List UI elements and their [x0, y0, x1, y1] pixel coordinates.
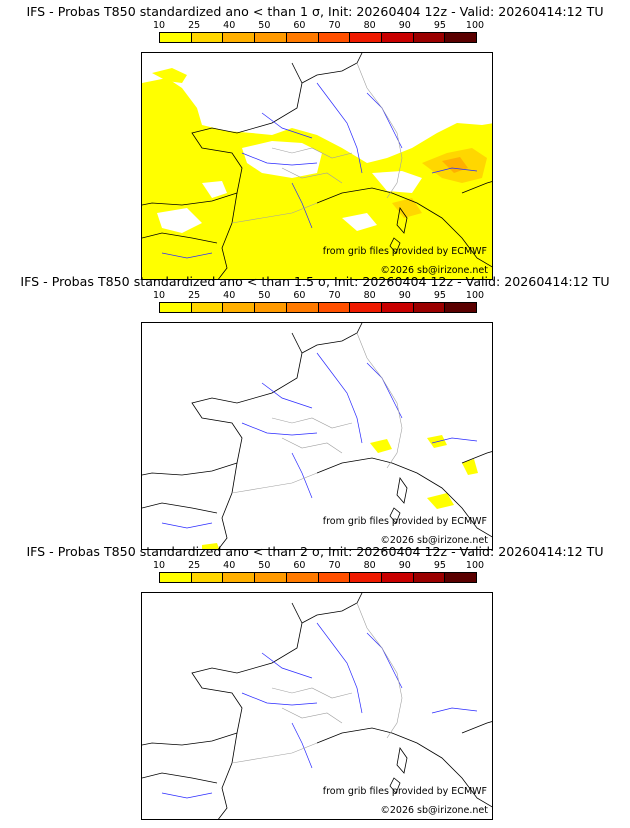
- colorbar-swatch: [350, 303, 382, 312]
- borders: [231, 332, 403, 494]
- colorbar-swatch: [413, 573, 446, 582]
- rivers: [161, 352, 478, 529]
- colorbar-swatch: [160, 573, 192, 582]
- colorbar-tick-label: 40: [223, 20, 236, 31]
- colorbar-tick-label: 40: [223, 290, 236, 301]
- colorbar-swatch: [223, 303, 256, 312]
- coastlines: [142, 323, 492, 549]
- colorbar-swatch: [445, 573, 477, 582]
- colorbar-tick-label: 70: [328, 20, 341, 31]
- colorbar-tick-label: 10: [152, 20, 166, 31]
- colorbar-tick-label: 25: [188, 560, 201, 571]
- colorbar-tick-label: 100: [465, 20, 485, 31]
- colorbar-swatch: [286, 303, 319, 312]
- panel-title: IFS - Probas T850 standardized ano < tha…: [20, 274, 610, 289]
- colorbar-swatch: [318, 303, 351, 312]
- colorbar-tick-label: 10: [152, 560, 166, 571]
- colorbar-tick-label: 80: [363, 290, 376, 301]
- colorbar: [159, 32, 477, 43]
- colorbar-swatch: [286, 573, 319, 582]
- colorbar-tick-label: 50: [258, 20, 271, 31]
- colorbar-swatch: [223, 573, 256, 582]
- panel-title: IFS - Probas T850 standardized ano < tha…: [26, 544, 604, 559]
- colorbar-tick-label: 70: [328, 560, 341, 571]
- probability-map: from grib files provided by ECMWF ©2026 …: [141, 322, 493, 550]
- colorbar-tick-label: 100: [465, 290, 485, 301]
- colorbar-swatch: [191, 303, 224, 312]
- colorbar-tick-label: 95: [433, 560, 446, 571]
- colorbar-swatch: [381, 303, 414, 312]
- colorbar-swatch: [350, 33, 382, 42]
- borders: [231, 602, 403, 764]
- colorbar-tick-label: 90: [398, 290, 411, 301]
- colorbar-swatch: [381, 33, 414, 42]
- source-credit: from grib files provided by ECMWF: [322, 786, 487, 797]
- colorbar-swatch: [160, 33, 192, 42]
- colorbar-swatch: [255, 303, 287, 312]
- colorbar-swatch: [223, 33, 256, 42]
- copyright-credit: ©2026 sb@irizone.net: [380, 265, 488, 276]
- map-svg: [142, 593, 492, 819]
- copyright-credit: ©2026 sb@irizone.net: [380, 535, 488, 546]
- colorbar-swatch: [445, 33, 477, 42]
- panel-2: IFS - Probas T850 standardized ano < tha…: [0, 274, 630, 550]
- panel-title: IFS - Probas T850 standardized ano < tha…: [26, 4, 604, 19]
- colorbar-tick-label: 50: [258, 560, 271, 571]
- colorbar-tick-label: 95: [433, 290, 446, 301]
- colorbar-swatch: [413, 33, 446, 42]
- rivers: [161, 622, 478, 799]
- probability-fill: [202, 435, 478, 549]
- colorbar-tick-label: 50: [258, 290, 271, 301]
- colorbar-swatch: [255, 33, 287, 42]
- source-credit: from grib files provided by ECMWF: [322, 516, 487, 527]
- coastlines: [142, 593, 492, 819]
- colorbar-swatch: [191, 573, 224, 582]
- colorbar-tick-label: 60: [293, 290, 306, 301]
- map-svg: [142, 53, 492, 279]
- probability-map: from grib files provided by ECMWF ©2026 …: [141, 52, 493, 280]
- colorbar-tick-label: 25: [188, 20, 201, 31]
- colorbar-swatch: [350, 573, 382, 582]
- colorbar-tick-label: 10: [152, 290, 166, 301]
- colorbar-tick-label: 90: [398, 20, 411, 31]
- colorbar-swatch: [191, 33, 224, 42]
- colorbar-tick-label: 60: [293, 20, 306, 31]
- colorbar-tick-label: 100: [465, 560, 485, 571]
- colorbar-tick-label: 80: [363, 560, 376, 571]
- colorbar-tick-label: 95: [433, 20, 446, 31]
- rivers: [161, 82, 478, 259]
- colorbar-swatch: [160, 303, 192, 312]
- colorbar-swatch: [318, 573, 351, 582]
- colorbar-swatch: [381, 573, 414, 582]
- borders: [231, 62, 403, 224]
- panel-3: IFS - Probas T850 standardized ano < tha…: [0, 544, 630, 820]
- colorbar-swatch: [318, 33, 351, 42]
- coastlines: [142, 53, 492, 279]
- colorbar-tick-label: 40: [223, 560, 236, 571]
- colorbar-swatch: [286, 33, 319, 42]
- colorbar-swatch: [255, 573, 287, 582]
- panel-1: IFS - Probas T850 standardized ano < tha…: [0, 4, 630, 280]
- source-credit: from grib files provided by ECMWF: [322, 246, 487, 257]
- colorbar-tick-label: 70: [328, 290, 341, 301]
- colorbar-tick-label: 80: [363, 20, 376, 31]
- colorbar-tick-label: 90: [398, 560, 411, 571]
- colorbar-tick-label: 25: [188, 290, 201, 301]
- colorbar: [159, 302, 477, 313]
- colorbar: [159, 572, 477, 583]
- colorbar-swatch: [413, 303, 446, 312]
- copyright-credit: ©2026 sb@irizone.net: [380, 805, 488, 816]
- map-svg: [142, 323, 492, 549]
- colorbar-swatch: [445, 303, 477, 312]
- colorbar-tick-label: 60: [293, 560, 306, 571]
- probability-map: from grib files provided by ECMWF ©2026 …: [141, 592, 493, 820]
